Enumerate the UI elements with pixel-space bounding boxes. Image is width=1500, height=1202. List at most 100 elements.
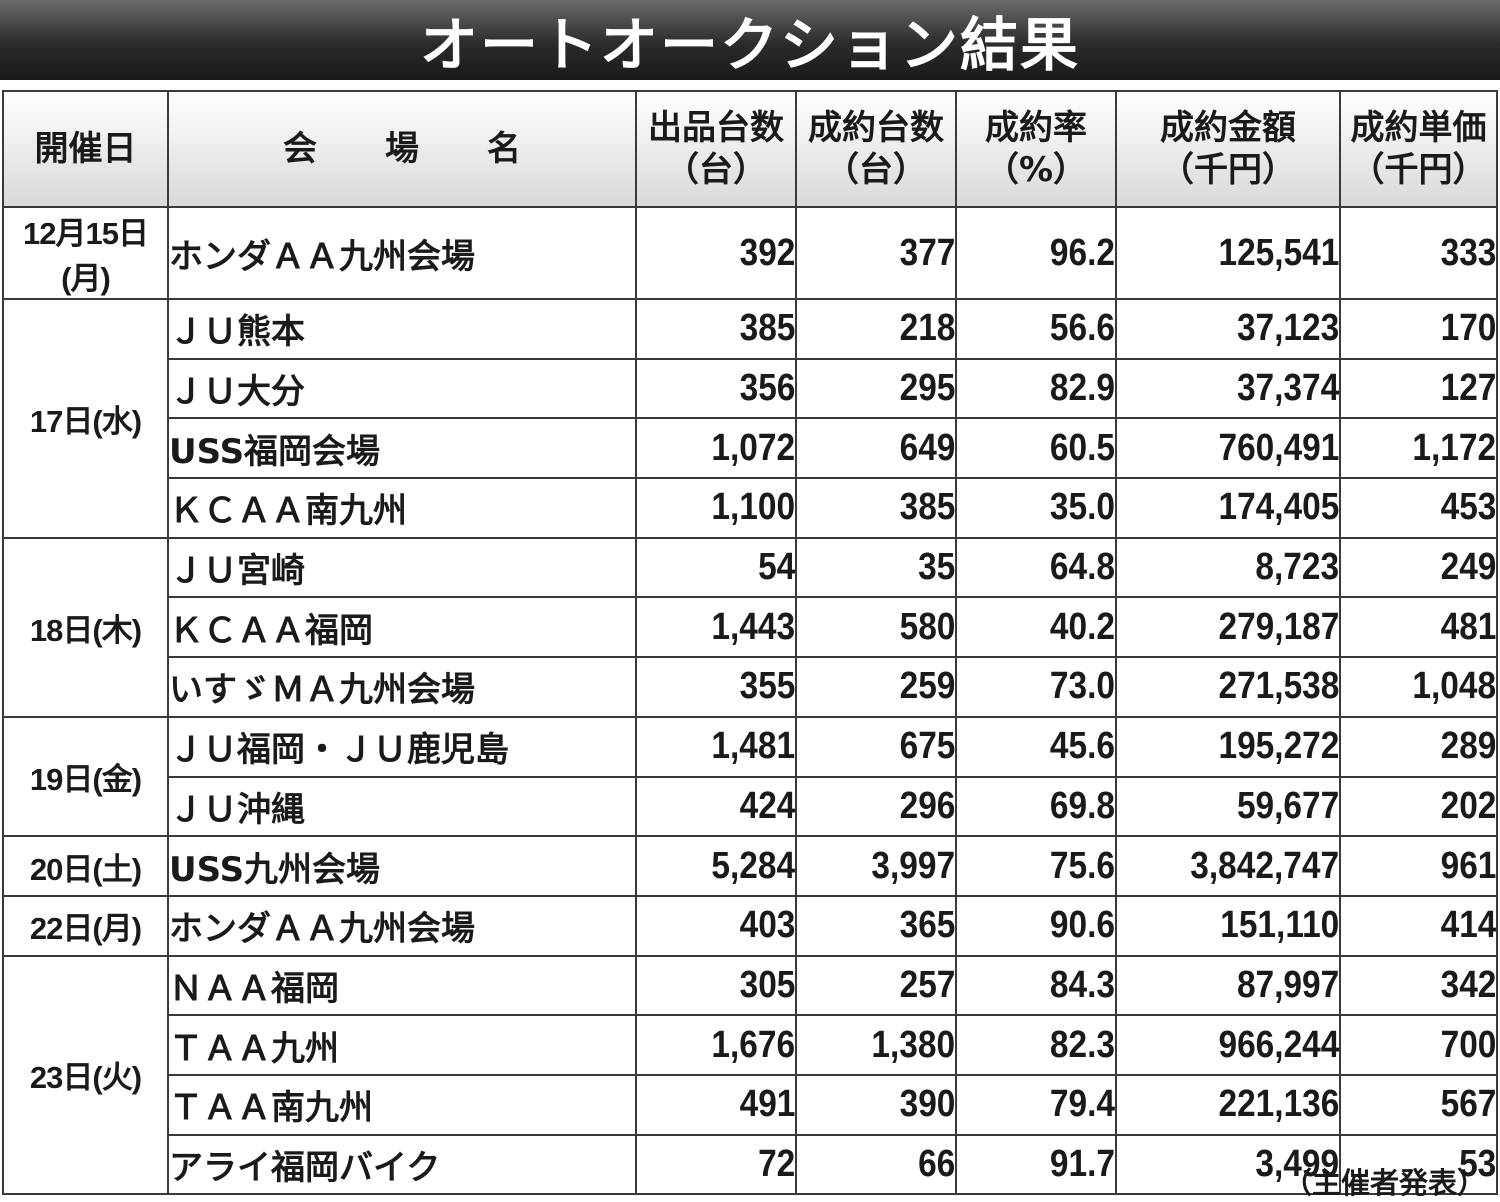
unit-price-cell: 170	[1339, 298, 1498, 360]
amount-cell: 279,187	[1115, 596, 1341, 659]
venue-cell: ホンダＡＡ九州会場	[167, 894, 637, 957]
amount-cell: 271,538	[1115, 656, 1341, 718]
table-row: 12月15日(月) ホンダＡＡ九州会場 392 377 96.2 125,541…	[2, 206, 1498, 300]
sold-value: 3,997	[871, 844, 955, 887]
date-cell: 19日(金)	[2, 715, 169, 838]
sold-cell: 259	[795, 656, 957, 718]
unit-price-cell: 961	[1339, 835, 1498, 897]
unit-price-cell: 481	[1339, 596, 1498, 659]
unit-price-cell: 700	[1339, 1014, 1498, 1076]
rate-value: 40.2	[1049, 605, 1115, 648]
date-cell: 12月15日(月)	[2, 206, 169, 300]
amount-cell: 760,491	[1115, 417, 1341, 480]
rate-cell: 84.3	[955, 954, 1117, 1017]
sold-cell: 218	[795, 298, 957, 360]
table-row: ＴＡＡ南九州 491 390 79.4 221,136 567	[3, 1073, 1498, 1136]
header-sold-unit: （台）	[825, 150, 927, 190]
unit-price-cell: 342	[1339, 954, 1498, 1017]
sold-value: 259	[899, 665, 955, 708]
table-row: 23日(火) ＮＡＡ福岡 305 257 84.3 87,997 342	[2, 954, 1498, 1196]
venue-cell: ＮＡＡ福岡	[167, 954, 637, 1017]
sold-value: 257	[899, 963, 955, 1006]
listed-cell: 305	[635, 954, 797, 1017]
venue-cell: ＪＵ福岡・ＪＵ鹿児島	[167, 715, 637, 778]
unit-price-value: 342	[1440, 963, 1496, 1006]
listed-value: 5,284	[711, 844, 795, 887]
listed-cell: 424	[635, 775, 797, 838]
sold-value: 675	[899, 725, 955, 768]
unit-price-value: 700	[1440, 1023, 1496, 1066]
amount-value: 966,244	[1218, 1023, 1339, 1066]
amount-value: 37,374	[1236, 367, 1339, 410]
unit-price-cell: 1,048	[1339, 656, 1498, 718]
sold-value: 35	[917, 546, 955, 589]
rate-value: 64.8	[1049, 546, 1115, 589]
header-listed-label: 出品台数	[648, 108, 784, 148]
venue-cell: ＴＡＡ南九州	[167, 1073, 637, 1136]
unit-price-value: 1,048	[1412, 665, 1496, 708]
rate-value: 96.2	[1049, 231, 1115, 274]
listed-value: 392	[739, 231, 795, 274]
venue-cell: ＪＵ沖縄	[167, 775, 637, 838]
sold-value: 385	[899, 486, 955, 529]
amount-cell: 8,723	[1115, 536, 1341, 599]
amount-value: 87,997	[1236, 963, 1339, 1006]
listed-value: 385	[739, 307, 795, 350]
listed-cell: 491	[635, 1073, 797, 1136]
unit-price-cell: 202	[1339, 775, 1498, 838]
date-cell: 18日(木)	[2, 536, 169, 718]
sold-value: 365	[899, 904, 955, 947]
table-row: 19日(金) ＪＵ福岡・ＪＵ鹿児島 1,481 675 45.6 195,272…	[2, 715, 1498, 838]
unit-price-value: 414	[1440, 904, 1496, 947]
header-venue: 会 場 名	[167, 90, 637, 208]
unit-price-value: 961	[1440, 844, 1496, 887]
unit-price-cell: 289	[1339, 715, 1498, 778]
amount-value: 125,541	[1218, 231, 1339, 274]
header-row: 開催日 会 場 名 出品台数 （台） 成約台数 （台） 成約率 （%） 成約金額…	[2, 90, 1498, 208]
amount-cell: 221,136	[1115, 1073, 1341, 1136]
listed-cell: 72	[635, 1133, 797, 1196]
title-bar: オートオークション結果	[0, 0, 1500, 80]
amount-value: 3,499	[1255, 1142, 1339, 1185]
listed-cell: 5,284	[635, 835, 797, 897]
unit-price-cell: 249	[1339, 536, 1498, 599]
unit-price-value: 481	[1440, 605, 1496, 648]
venue-cell: ＫＣＡＡ南九州	[167, 477, 637, 539]
sold-cell: 649	[795, 417, 957, 480]
listed-cell: 1,481	[635, 715, 797, 778]
rate-value: 60.5	[1049, 426, 1115, 469]
rate-value: 84.3	[1049, 963, 1115, 1006]
venue-cell: ＫＣＡＡ福岡	[167, 596, 637, 659]
listed-cell: 356	[635, 357, 797, 420]
sold-cell: 365	[795, 894, 957, 957]
amount-cell: 966,244	[1115, 1014, 1341, 1076]
listed-cell: 1,072	[635, 417, 797, 480]
table-row: 18日(木) ＪＵ宮崎 54 35 64.8 8,723 249	[2, 536, 1498, 718]
listed-value: 54	[757, 546, 795, 589]
unit-price-value: 202	[1440, 784, 1496, 827]
table-row: 20日(土) USS九州会場 5,284 3,997 75.6 3,842,74…	[2, 835, 1498, 897]
sold-value: 66	[917, 1142, 955, 1185]
amount-value: 174,405	[1218, 486, 1339, 529]
date-cell: 22日(月)	[2, 894, 169, 957]
header-sold-label: 成約台数	[808, 108, 944, 148]
sold-cell: 3,997	[795, 835, 957, 897]
amount-value: 151,110	[1219, 904, 1339, 947]
listed-value: 1,676	[711, 1023, 795, 1066]
header-unit-price-unit: （千円）	[1350, 150, 1487, 190]
venue-cell: ＴＡＡ九州	[167, 1014, 637, 1076]
amount-value: 3,842,747	[1190, 844, 1339, 887]
rate-value: 35.0	[1049, 486, 1115, 529]
rate-cell: 90.6	[955, 894, 1117, 957]
listed-cell: 1,443	[635, 596, 797, 659]
header-rate-label: 成約率	[985, 108, 1087, 148]
sold-cell: 295	[795, 357, 957, 420]
rate-cell: 73.0	[955, 656, 1117, 718]
amount-value: 59,677	[1236, 784, 1339, 827]
table-row: 22日(月) ホンダＡＡ九州会場 403 365 90.6 151,110 41…	[2, 894, 1498, 957]
header-amount-label: 成約金額	[1160, 108, 1296, 148]
amount-cell: 151,110	[1115, 894, 1341, 957]
listed-value: 305	[739, 963, 795, 1006]
header-listed-unit: （台）	[665, 150, 767, 190]
page-title: オートオークション結果	[419, 11, 1080, 79]
